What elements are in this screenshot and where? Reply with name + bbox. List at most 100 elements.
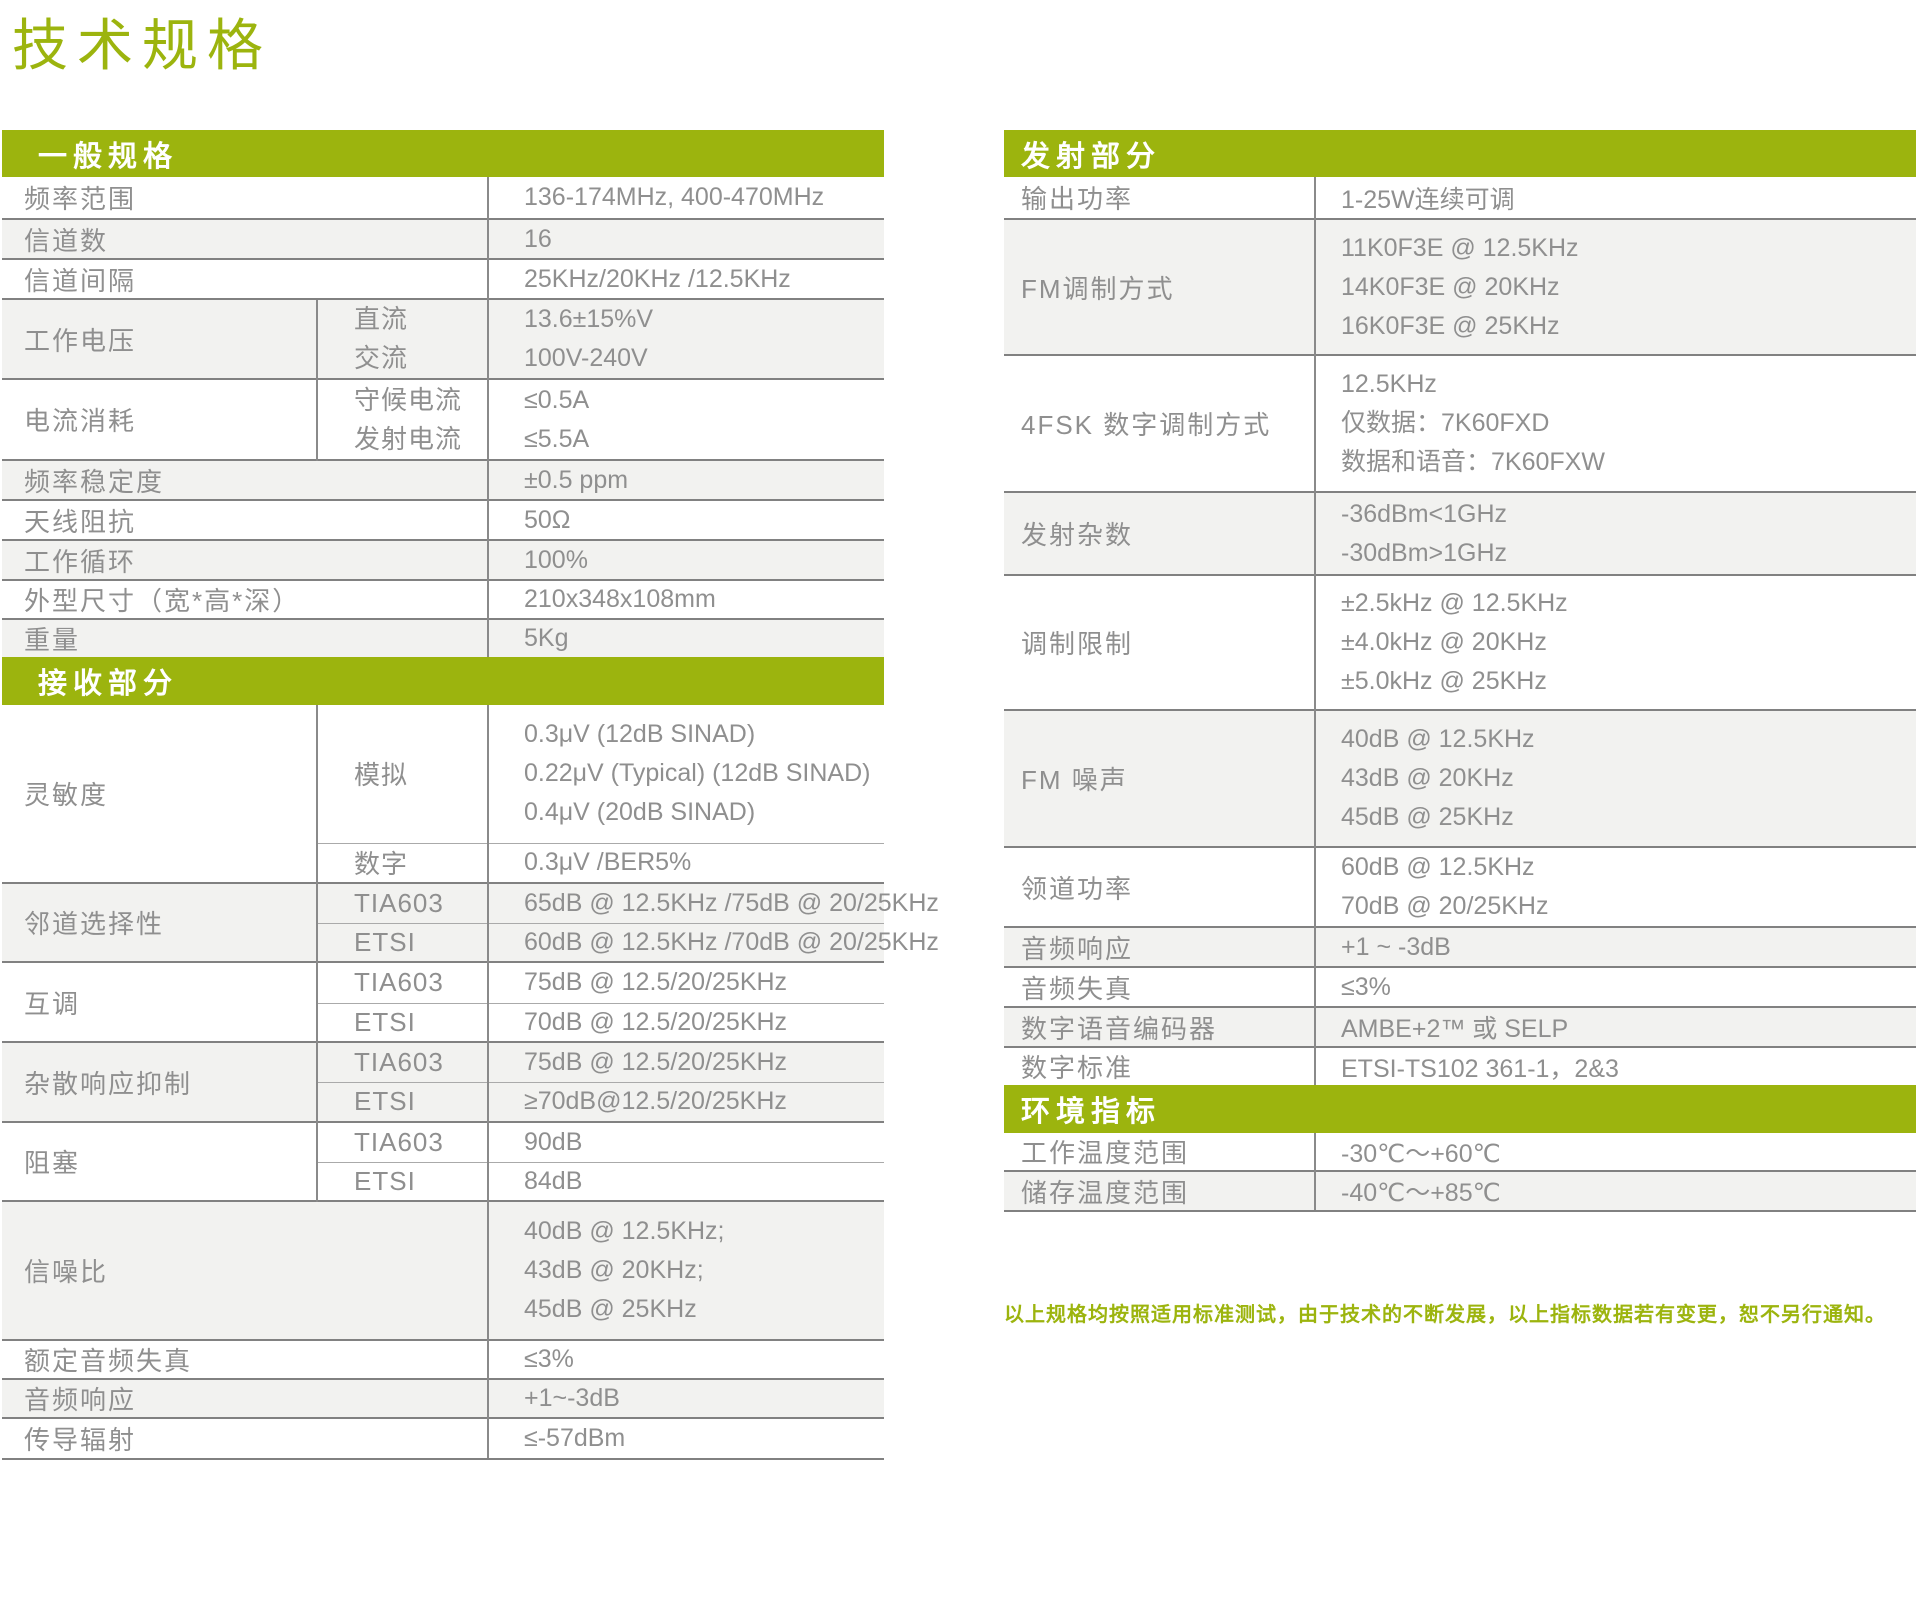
row-label: 信噪比 <box>2 1200 488 1340</box>
row-values: 13.6±15%V 100V-240V <box>487 298 884 379</box>
general-receiver-table: 一般规格 频率范围 136-174MHz, 400-470MHz 信道数 16 … <box>2 130 939 1460</box>
row-value: AMBE+2™ 或 SELP <box>1313 1006 1917 1047</box>
row-label: 数字语音编码器 <box>1004 1006 1315 1047</box>
table-row: 邻道选择性 TIA603 65dB @ 12.5KHz /75dB @ 20/2… <box>2 882 939 962</box>
section-header-transmitter: 发射部分 <box>1004 130 1917 177</box>
row-label: 额定音频失真 <box>2 1339 488 1379</box>
value-line: 0.4μV (20dB SINAD) <box>524 798 756 827</box>
row-value: ≤-57dBm <box>487 1417 884 1460</box>
table-row: 数字 0.3μV /BER5% <box>2 842 884 883</box>
row-label: 调制限制 <box>1004 574 1315 710</box>
row-label: 数字标准 <box>1004 1046 1315 1085</box>
table-row: 额定音频失真 ≤3% <box>2 1339 884 1379</box>
value-line: 0.3μV (12dB SINAD) <box>524 720 756 749</box>
value-line: 13.6±15%V <box>524 305 654 333</box>
table-row: 音频失真 ≤3% <box>1004 966 1917 1007</box>
transmitter-environment-table: 发射部分 输出功率 1-25W连续可调 FM调制方式 11K0F3E @ 12.… <box>1004 130 1917 1212</box>
row-value: ≤3% <box>1313 966 1917 1007</box>
row-label: 工作温度范围 <box>1021 1138 1190 1168</box>
sub-label: 模拟 <box>316 705 488 843</box>
table-row: 频率范围 136-174MHz, 400-470MHz <box>2 177 884 219</box>
table-row: 重量 5Kg <box>2 618 884 657</box>
value-line: ±5.0kHz @ 25KHz <box>1341 667 1547 695</box>
table-row: 工作循环 100% <box>2 539 884 580</box>
row-label: 工作电压 <box>2 298 317 379</box>
table-row: 数字语音编码器 AMBE+2™ 或 SELP <box>1004 1006 1917 1047</box>
row-value: 25KHz/20KHz /12.5KHz <box>487 258 884 299</box>
row-value: 90dB <box>487 1121 884 1162</box>
value-line: 11K0F3E @ 12.5KHz <box>1341 233 1579 262</box>
value-line: -36dBm<1GHz <box>1341 499 1508 528</box>
row-label: 杂散响应抑制 <box>2 1041 317 1122</box>
row-label: 发射杂数 <box>1004 491 1315 575</box>
row-label: 频率稳定度 <box>2 459 488 500</box>
table-row: 信道数 16 <box>2 218 884 259</box>
table-row: ETSI 60dB @ 12.5KHz /70dB @ 20/25KHz <box>2 922 939 962</box>
value-line: 仅数据：7K60FXD <box>1341 409 1550 437</box>
value-line: 60dB @ 12.5KHz <box>1341 853 1535 881</box>
row-label: 邻道选择性 <box>2 882 317 962</box>
value-line: -30dBm>1GHz <box>1341 538 1508 567</box>
row-value: 70dB @ 12.5/20/25KHz <box>487 1002 884 1042</box>
row-label: 4FSK 数字调制方式 <box>1004 354 1315 492</box>
row-value: 75dB @ 12.5/20/25KHz <box>487 961 884 1003</box>
sub-label: 交流 <box>354 343 409 373</box>
value-line: ≤0.5A <box>524 385 590 414</box>
sub-label: ETSI <box>316 1081 488 1122</box>
row-values: ≤0.5A ≤5.5A <box>487 378 884 460</box>
row-label: 外型尺寸（宽*高*深） <box>2 579 488 619</box>
row-value: 136-174MHz, 400-470MHz <box>487 177 884 219</box>
row-value: -30℃～+60℃ <box>1313 1133 1917 1171</box>
table-row: 阻塞 TIA603 90dB <box>2 1121 884 1201</box>
row-label: 天线阻抗 <box>2 499 488 540</box>
row-values: 40dB @ 12.5KHz 43dB @ 20KHz 45dB @ 25KHz <box>1313 709 1917 847</box>
table-row: 电流消耗 守候电流 发射电流 ≤0.5A ≤5.5A <box>2 378 884 460</box>
table-row: ETSI ≥70dB@12.5/20/25KHz <box>2 1081 884 1122</box>
table-row: 信噪比 40dB @ 12.5KHz; 43dB @ 20KHz; 45dB @… <box>2 1200 884 1340</box>
row-label: 频率范围 <box>24 184 137 214</box>
value-line: 45dB @ 25KHz <box>524 1295 697 1323</box>
sub-label: 数字 <box>316 842 488 883</box>
row-value: 60dB @ 12.5KHz /70dB @ 20/25KHz <box>487 922 939 962</box>
table-row: ETSI 84dB <box>2 1161 884 1201</box>
value-line: ≤5.5A <box>524 424 590 453</box>
value-line: 14K0F3E @ 20KHz <box>1341 272 1560 301</box>
table-row: 互调 TIA603 75dB @ 12.5/20/25KHz <box>2 961 884 1042</box>
row-label: 领道功率 <box>1004 846 1315 927</box>
table-row: 领道功率 60dB @ 12.5KHz 70dB @ 20/25KHz <box>1004 846 1917 927</box>
row-value: 5Kg <box>487 618 884 657</box>
row-value: ETSI-TS102 361-1，2&3 <box>1313 1046 1917 1085</box>
sub-label: ETSI <box>316 1002 488 1042</box>
table-row: 数字标准 ETSI-TS102 361-1，2&3 <box>1004 1046 1917 1085</box>
row-label: FM 噪声 <box>1004 709 1315 847</box>
value-line: 43dB @ 20KHz <box>1341 764 1514 792</box>
value-line: ±4.0kHz @ 20KHz <box>1341 628 1547 656</box>
row-label: 信道数 <box>2 218 488 259</box>
value-line: 70dB @ 20/25KHz <box>1341 892 1549 920</box>
row-values: -36dBm<1GHz -30dBm>1GHz <box>1313 491 1917 575</box>
table-row: 频率稳定度 ±0.5 ppm <box>2 459 884 500</box>
sub-label: ETSI <box>316 922 488 962</box>
section-row: 一般规格 <box>2 130 884 177</box>
row-value: +1 ~ -3dB <box>1313 926 1917 967</box>
section-header-receiver: 接收部分 <box>2 657 884 705</box>
value-line: 数据和语音：7K60FXW <box>1341 448 1605 476</box>
row-label: 信道间隔 <box>2 258 488 299</box>
table-row: 外型尺寸（宽*高*深） 210x348x108mm <box>2 579 884 619</box>
row-value: ≥70dB@12.5/20/25KHz <box>487 1081 884 1122</box>
sub-label: 发射电流 <box>354 423 463 454</box>
table-row: 调制限制 ±2.5kHz @ 12.5KHz ±4.0kHz @ 20KHz ±… <box>1004 574 1917 710</box>
row-values: 60dB @ 12.5KHz 70dB @ 20/25KHz <box>1313 846 1917 927</box>
value-line: 45dB @ 25KHz <box>1341 803 1514 831</box>
row-value: 1-25W连续可调 <box>1313 177 1917 219</box>
sub-label: 直流 <box>354 304 409 334</box>
table-row: 杂散响应抑制 TIA603 75dB @ 12.5/20/25KHz <box>2 1041 884 1122</box>
table-row: 传导辐射 ≤-57dBm <box>2 1417 884 1460</box>
sub-label: TIA603 <box>316 1041 488 1082</box>
table-row: FM 噪声 40dB @ 12.5KHz 43dB @ 20KHz 45dB @… <box>1004 709 1917 847</box>
sub-label: 守候电流 <box>354 384 463 415</box>
row-value: 75dB @ 12.5/20/25KHz <box>487 1041 884 1082</box>
table-row: 输出功率 1-25W连续可调 <box>1004 177 1917 219</box>
table-row: 天线阻抗 50Ω <box>2 499 884 540</box>
